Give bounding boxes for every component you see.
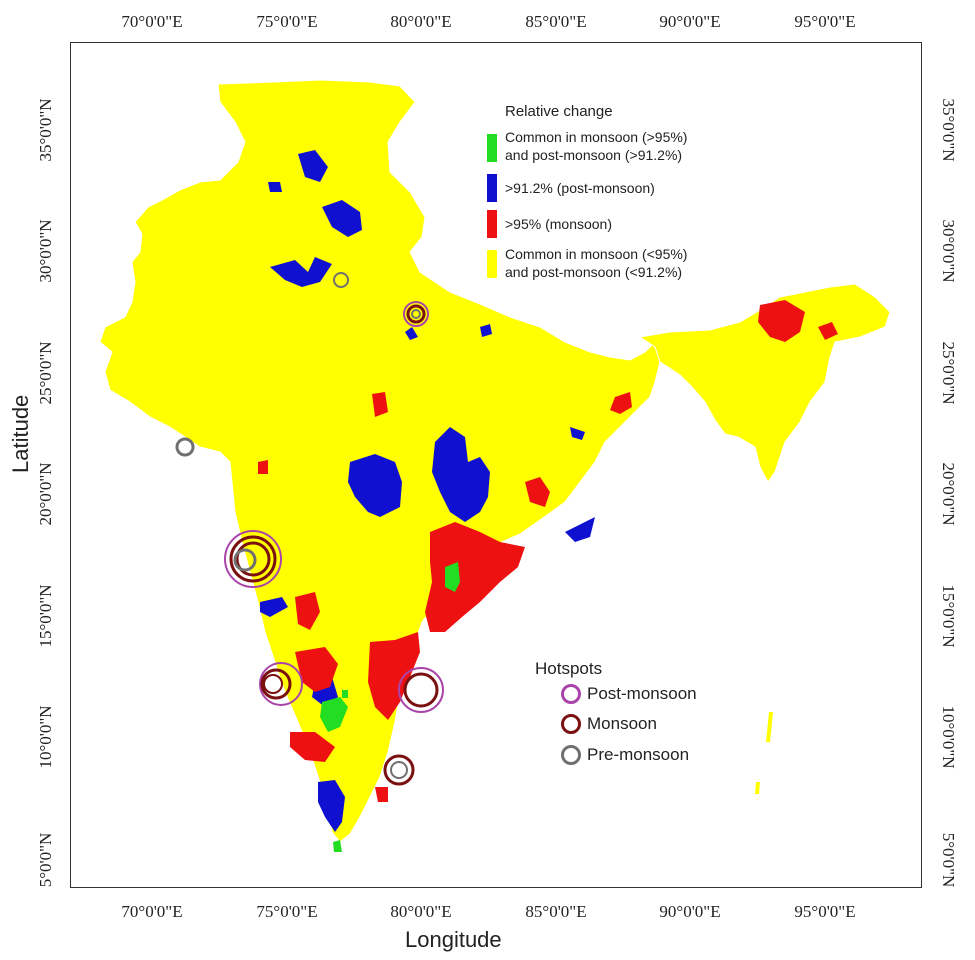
x-tick-top-75: 75°0'0"E bbox=[256, 12, 318, 31]
y-tick-left-5: 5°0'0"N bbox=[36, 832, 55, 888]
x-tick-top-90: 90°0'0"E bbox=[659, 12, 721, 31]
legend-label-common-low-line1: Common in monsoon (<95%) bbox=[505, 246, 688, 262]
x-tick-top-70: 70°0'0"E bbox=[121, 12, 183, 31]
nicobar-islands bbox=[755, 782, 760, 794]
legend-swatch-common-high bbox=[487, 134, 497, 162]
y-tick-left-20: 20°0'0"N bbox=[36, 462, 55, 526]
y-tick-right-15: 15°0'0"N bbox=[939, 584, 958, 648]
x-axis-title: Longitude bbox=[405, 927, 502, 952]
common-high-regions bbox=[320, 562, 460, 852]
legend-label-common-high-line1: Common in monsoon (>95%) bbox=[505, 129, 688, 145]
hotspot-ring-post-monsoon bbox=[561, 684, 581, 704]
y-tick-right-35: 35°0'0"N bbox=[939, 98, 958, 162]
x-tick-bottom-95: 95°0'0"E bbox=[794, 902, 856, 921]
x-tick-top-85: 85°0'0"E bbox=[525, 12, 587, 31]
legend-label-monsoon: >95% (monsoon) bbox=[505, 216, 613, 232]
y-axis-title: Latitude bbox=[8, 394, 33, 473]
hotspot-ring-monsoon bbox=[561, 714, 581, 734]
x-tick-bottom-75: 75°0'0"E bbox=[256, 902, 318, 921]
hotspot-label-pre-monsoon: Pre-monsoon bbox=[587, 745, 690, 764]
y-tick-right-20: 20°0'0"N bbox=[939, 462, 958, 526]
legend-swatch-common-low bbox=[487, 250, 497, 278]
y-tick-right-5: 5°0'0"N bbox=[939, 832, 958, 888]
y-tick-left-10: 10°0'0"N bbox=[36, 705, 55, 769]
hotspot-ring-pre-monsoon bbox=[561, 745, 581, 765]
y-tick-right-25: 25°0'0"N bbox=[939, 341, 958, 405]
hotspot-label-post-monsoon: Post-monsoon bbox=[587, 684, 697, 703]
y-tick-left-15: 15°0'0"N bbox=[36, 584, 55, 648]
legend-label-common-low: Common in monsoon (<95%) and post-monsoo… bbox=[505, 245, 687, 281]
post-monsoon-regions bbox=[260, 150, 595, 832]
india-map bbox=[99, 79, 891, 852]
legend-swatch-post-monsoon bbox=[487, 174, 497, 202]
legend-label-post-monsoon: >91.2% (post-monsoon) bbox=[505, 180, 655, 196]
monsoon-regions bbox=[258, 300, 838, 802]
y-tick-left-35: 35°0'0"N bbox=[36, 98, 55, 162]
x-tick-bottom-70: 70°0'0"E bbox=[121, 902, 183, 921]
y-tick-left-30: 30°0'0"N bbox=[36, 219, 55, 283]
legend-label-common-low-line2: and post-monsoon (<91.2%) bbox=[505, 264, 683, 280]
hotspots-title: Hotspots bbox=[535, 659, 603, 678]
x-tick-top-95: 95°0'0"E bbox=[794, 12, 856, 31]
x-tick-bottom-80: 80°0'0"E bbox=[390, 902, 452, 921]
y-tick-right-10: 10°0'0"N bbox=[939, 705, 958, 769]
legend-label-common-high-line2: and post-monsoon (>91.2%) bbox=[505, 147, 683, 163]
legend-swatch-monsoon bbox=[487, 210, 497, 238]
x-tick-bottom-85: 85°0'0"E bbox=[525, 902, 587, 921]
x-tick-bottom-90: 90°0'0"E bbox=[659, 902, 721, 921]
legend-title: Relative change bbox=[505, 103, 613, 120]
hotspot-label-monsoon: Monsoon bbox=[587, 714, 657, 733]
y-tick-right-30: 30°0'0"N bbox=[939, 219, 958, 283]
andaman-islands bbox=[766, 712, 773, 742]
y-tick-left-25: 25°0'0"N bbox=[36, 341, 55, 405]
legend-label-common-high: Common in monsoon (>95%) and post-monsoo… bbox=[505, 128, 687, 164]
x-tick-top-80: 80°0'0"E bbox=[390, 12, 452, 31]
hotspot-rings bbox=[175, 272, 444, 786]
